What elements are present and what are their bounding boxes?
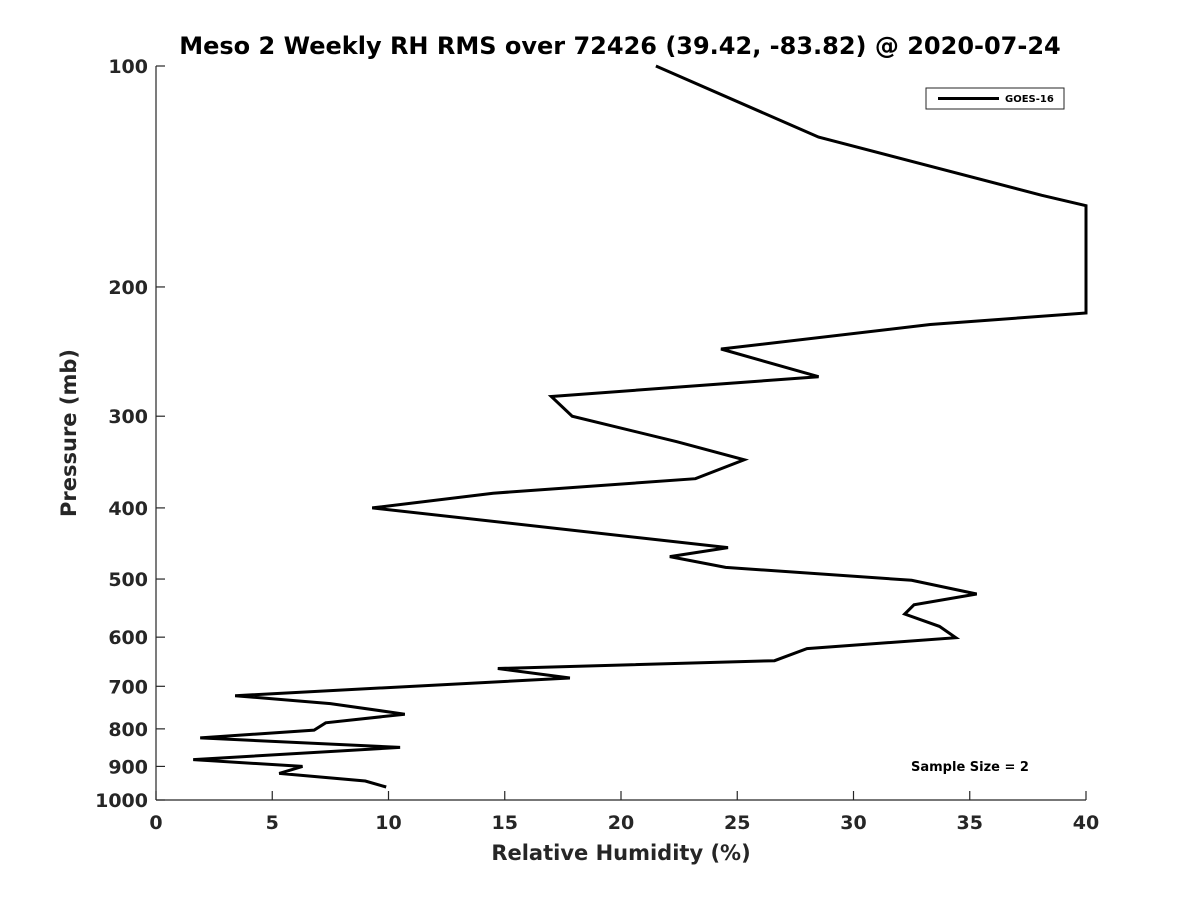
x-tick-label: 30 (840, 812, 866, 834)
y-tick-label: 600 (108, 627, 148, 649)
x-tick-label: 5 (266, 812, 279, 834)
x-tick-label: 15 (492, 812, 518, 834)
x-tick-label: 25 (724, 812, 750, 834)
x-tick-label: 0 (149, 812, 162, 834)
x-tick-label: 20 (608, 812, 634, 834)
y-tick-label: 200 (108, 277, 148, 299)
chart-title: Meso 2 Weekly RH RMS over 72426 (39.42, … (179, 32, 1061, 60)
x-ticks: 0 5 10 15 20 25 30 35 40 (149, 791, 1099, 834)
y-tick-label: 100 (108, 56, 148, 78)
y-tick-label: 1000 (95, 790, 148, 812)
series-layer (193, 64, 1088, 789)
x-tick-label: 10 (375, 812, 401, 834)
legend-entry: GOES-16 (1005, 94, 1054, 105)
y-tick-label: 800 (108, 719, 148, 741)
y-tick-label: 400 (108, 498, 148, 520)
x-axis-label: Relative Humidity (%) (491, 841, 750, 865)
legend: GOES-16 (925, 87, 1065, 110)
y-tick-label: 500 (108, 569, 148, 591)
x-tick-label: 40 (1073, 812, 1099, 834)
sample-size-annotation: Sample Size = 2 (911, 760, 1029, 775)
y-axis-label: Pressure (mb) (57, 349, 81, 517)
y-tick-label: 900 (108, 756, 148, 778)
y-tick-label: 700 (108, 676, 148, 698)
x-tick-label: 35 (957, 812, 983, 834)
series-line-goes-16 (193, 64, 1088, 789)
y-ticks: 100 200 300 400 500 600 700 800 900 1000 (95, 56, 165, 812)
y-tick-label: 300 (108, 406, 148, 428)
